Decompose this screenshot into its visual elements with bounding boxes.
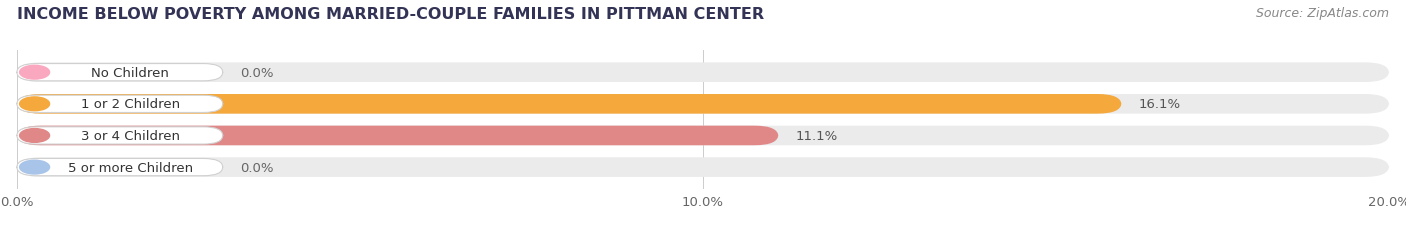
- Text: 3 or 4 Children: 3 or 4 Children: [80, 129, 180, 142]
- FancyBboxPatch shape: [17, 127, 222, 144]
- Text: 0.0%: 0.0%: [240, 161, 273, 174]
- FancyBboxPatch shape: [17, 126, 1389, 146]
- FancyBboxPatch shape: [17, 158, 1389, 177]
- Text: 0.0%: 0.0%: [240, 66, 273, 79]
- FancyBboxPatch shape: [17, 63, 1389, 83]
- FancyBboxPatch shape: [17, 95, 1122, 114]
- FancyBboxPatch shape: [17, 95, 1389, 114]
- Text: No Children: No Children: [91, 66, 169, 79]
- Circle shape: [20, 66, 49, 80]
- Circle shape: [20, 129, 49, 143]
- FancyBboxPatch shape: [17, 159, 222, 176]
- Text: INCOME BELOW POVERTY AMONG MARRIED-COUPLE FAMILIES IN PITTMAN CENTER: INCOME BELOW POVERTY AMONG MARRIED-COUPL…: [17, 7, 763, 22]
- Text: Source: ZipAtlas.com: Source: ZipAtlas.com: [1256, 7, 1389, 20]
- FancyBboxPatch shape: [17, 126, 779, 146]
- FancyBboxPatch shape: [17, 96, 222, 113]
- Text: 1 or 2 Children: 1 or 2 Children: [80, 98, 180, 111]
- Text: 16.1%: 16.1%: [1139, 98, 1181, 111]
- Circle shape: [20, 161, 49, 174]
- Text: 5 or more Children: 5 or more Children: [67, 161, 193, 174]
- Circle shape: [20, 97, 49, 111]
- FancyBboxPatch shape: [17, 64, 222, 82]
- Text: 11.1%: 11.1%: [796, 129, 838, 142]
